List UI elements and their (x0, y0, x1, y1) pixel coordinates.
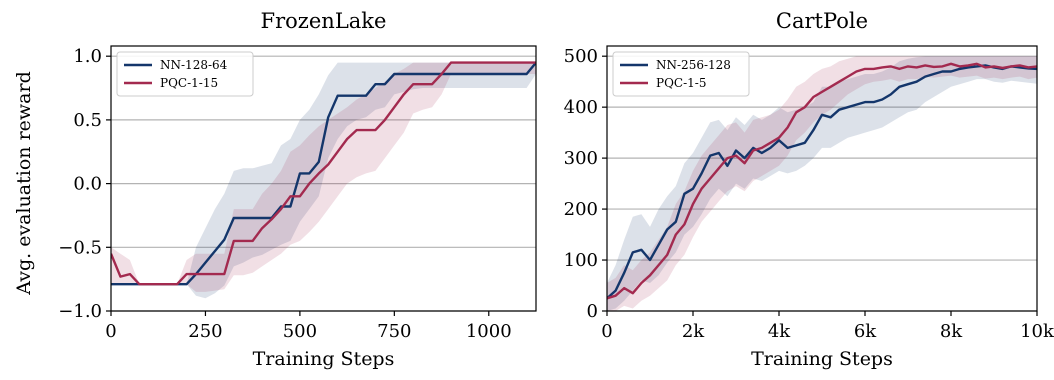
series-line-1 (607, 62, 1037, 300)
chart-title: FrozenLake (261, 9, 387, 33)
series-band-1 (111, 62, 536, 292)
series-band-0 (607, 56, 1037, 311)
frozenlake-panel: −1.0 −0.5 0.0 0.5 1.0 0 250 500 750 1000 FrozenLak… (58, 9, 537, 370)
x-tick-label: 0 (105, 321, 116, 342)
y-tick-label: 400 (564, 97, 598, 118)
x-axis-label: Training Steps (253, 348, 395, 370)
legend-label: NN-128-64 (160, 58, 228, 72)
legend-box (612, 51, 750, 97)
x-axis-label: Training Steps (751, 348, 893, 370)
plot-area (607, 56, 1037, 311)
x-tick-label: 1000 (466, 321, 512, 342)
y-tick-label: 300 (564, 148, 598, 169)
legend-label: PQC-1-5 (656, 76, 706, 90)
axes-frame (606, 45, 1038, 312)
series-line-1 (111, 61, 536, 286)
x-tick-label: 2k (682, 321, 705, 342)
x-tick-label: 8k (940, 321, 963, 342)
x-tick-label: 10k (1020, 321, 1054, 342)
y-tick-label: 100 (564, 250, 598, 271)
legend-label: NN-256-128 (656, 58, 731, 72)
chart-title: CartPole (776, 9, 868, 33)
y-tick-label: 1.0 (73, 46, 102, 67)
y-tick-label: 0.5 (73, 110, 102, 131)
plot-area (111, 61, 536, 299)
axes-frame (110, 45, 537, 312)
legend: NN-128-64 PQC-1-15 (116, 51, 254, 97)
x-tick-label: 4k (768, 321, 791, 342)
series-line-0 (111, 61, 536, 286)
shared-y-axis-label: Avg. evaluation reward (13, 71, 35, 295)
legend-box (116, 51, 254, 97)
y-tick-label: 500 (564, 46, 598, 67)
series-band-1 (607, 56, 1037, 311)
series-band-0 (111, 62, 536, 299)
y-tick-label: −1.0 (58, 301, 102, 322)
y-tick-label: 0 (587, 301, 598, 322)
x-tick-label: 250 (188, 321, 222, 342)
cartpole-panel: 0 100 200 300 400 500 0 2k 4k 6k 8k 10k CartPole Trai… (564, 9, 1054, 370)
y-tick-label: 200 (564, 199, 598, 220)
x-tick-label: 750 (377, 321, 411, 342)
legend: NN-256-128 PQC-1-5 (612, 51, 750, 97)
series-line-0 (607, 64, 1037, 300)
legend-label: PQC-1-15 (160, 76, 218, 90)
x-tick-label: 6k (854, 321, 877, 342)
y-tick-label: 0.0 (73, 174, 102, 195)
x-tick-label: 0 (601, 321, 612, 342)
x-tick-label: 500 (283, 321, 317, 342)
y-tick-label: −0.5 (58, 237, 102, 258)
